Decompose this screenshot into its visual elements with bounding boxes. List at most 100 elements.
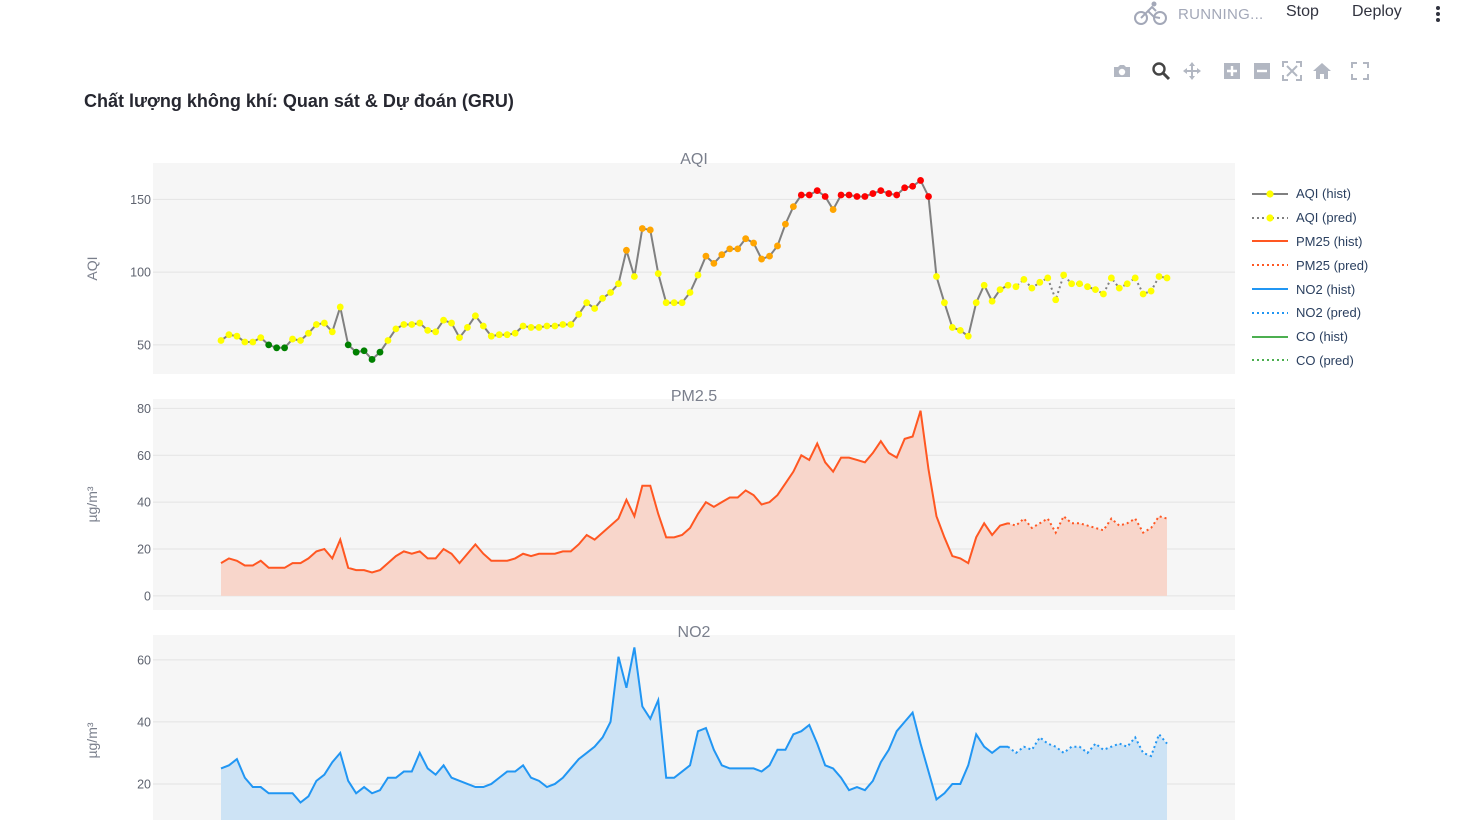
aqi-point [630,273,638,280]
aqi-point [416,319,424,327]
stop-button[interactable]: Stop [1286,3,1319,20]
legend-swatch [1252,240,1288,243]
zoom-in-icon[interactable] [1220,60,1244,82]
fullscreen-icon[interactable] [1348,60,1372,82]
pm25-tick-label: 0 [144,589,151,603]
legend-item[interactable]: CO (pred) [1252,349,1452,373]
legend-label: AQI (pred) [1296,210,1357,226]
legend-label: NO2 (pred) [1296,305,1362,321]
aqi-point [400,321,408,328]
legend-label: NO2 (hist) [1296,281,1356,297]
legend-item[interactable]: PM25 (pred) [1252,253,1452,277]
legend-swatch [1252,264,1288,267]
aqi-point [750,239,758,247]
pm25-subplot-title: PM2.5 [671,388,717,405]
aqi-point [312,321,320,328]
aqi-point [774,242,781,250]
aqi-point [225,331,233,339]
aqi-point [718,251,726,259]
legend-item[interactable]: NO2 (hist) [1252,277,1452,301]
aqi-point [1052,296,1060,304]
aqi-point [988,297,996,305]
aqi-point [964,332,972,340]
aqi-point [797,191,805,199]
aqi-point [1036,278,1044,286]
aqi-point [1100,290,1107,298]
aqi-point [782,220,789,228]
aqi-point [662,299,670,307]
pm25-ylabel: µg/m³ [84,486,100,522]
aqi-point [297,337,304,344]
aqi-point [265,341,273,349]
aqi-point [217,337,225,344]
zoom-out-icon[interactable] [1250,60,1274,82]
aqi-point [487,332,495,340]
legend-item[interactable]: NO2 (pred) [1252,301,1452,325]
aqi-point [527,324,535,331]
aqi-point [909,182,917,190]
legend-item[interactable]: PM25 (hist) [1252,230,1452,254]
aqi-point [623,246,630,254]
pm25-hist-line [220,410,1009,574]
aqi-point [607,289,614,296]
aqi-tick-label: 100 [130,266,151,280]
no2-tick-label: 20 [137,777,151,791]
home-icon[interactable] [1310,60,1334,82]
aqi-point [1012,283,1020,291]
aqi-point [1084,283,1091,291]
aqi-point [376,348,384,356]
aqi-point [758,255,765,263]
aqi-point [646,226,654,234]
camera-icon[interactable] [1110,60,1134,82]
pan-icon[interactable] [1180,60,1204,82]
legend-label: CO (hist) [1296,329,1348,345]
aqi-point [948,324,956,331]
aqi-point [1123,280,1131,288]
aqi-point [837,191,845,199]
aqi-point [694,271,702,279]
aqi-point [742,235,750,243]
legend-swatch [1252,214,1288,222]
legend-item[interactable]: AQI (pred) [1252,206,1452,230]
deploy-button[interactable]: Deploy [1352,3,1402,20]
no2-subplot-title: NO2 [678,624,711,641]
aqi-point [845,191,853,199]
pm25-tick-label: 80 [137,402,151,416]
aqi-point [726,245,734,253]
aqi-point [702,252,710,260]
aqi-point [408,321,416,328]
legend-swatch [1252,190,1288,198]
aqi-point [877,187,885,195]
aqi-point [591,305,599,312]
legend-label: CO (pred) [1296,352,1354,368]
aqi-point [972,299,980,307]
legend-item[interactable]: AQI (hist) [1252,182,1452,206]
aqi-point [1076,280,1083,288]
top-toolbar: RUNNING... Stop Deploy [0,0,1466,30]
aqi-point [1044,274,1052,282]
aqi-hist-line [220,178,1009,361]
aqi-point [734,245,742,253]
aqi-plot-background [153,163,1235,374]
aqi-point [789,203,797,211]
aqi-point [901,184,909,192]
aqi-point [853,193,861,200]
pm25-tick-label: 60 [137,449,151,463]
legend-label: PM25 (hist) [1296,233,1363,249]
no2-tick-label: 40 [137,715,151,729]
aqi-point [583,299,591,307]
aqi-point [1163,274,1171,282]
legend-label: PM25 (pred) [1296,257,1369,273]
aqi-point [567,321,575,328]
autoscale-icon[interactable] [1280,60,1304,82]
aqi-point [543,322,551,330]
aqi-point [471,312,479,320]
aqi-point [368,356,376,363]
pm25-tick-label: 20 [137,543,151,557]
kebab-menu-icon[interactable] [1428,3,1448,25]
status-text: RUNNING... [1178,5,1264,23]
legend-item[interactable]: CO (hist) [1252,325,1452,349]
page-title: Chất lượng không khí: Quan sát & Dự đoán… [84,91,514,111]
zoom-icon[interactable] [1149,60,1173,82]
